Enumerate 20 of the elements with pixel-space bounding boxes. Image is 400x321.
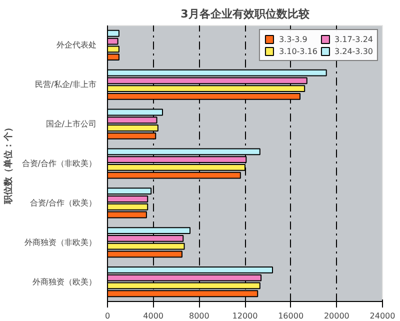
y-tick-label: 外商独资（欧美） <box>32 277 96 286</box>
y-axis-title: 职位数（单位：个） <box>2 123 14 205</box>
y-tick-label: 合资/合作（非欧美） <box>22 159 97 168</box>
legend-label: 3.24-3.30 <box>334 46 373 56</box>
y-tick-label: 外商独资（非欧美） <box>24 238 96 247</box>
y-tick-label: 合资/合作（欧美） <box>30 198 97 208</box>
x-tick-label: 12000 <box>232 312 258 320</box>
x-tick-label: 24000 <box>370 312 396 320</box>
y-tick-label: 外企代表处 <box>56 40 96 50</box>
legend-label: 3.3-3.9 <box>278 34 308 44</box>
x-tick-label: 20000 <box>324 312 350 320</box>
x-tick-label: 16000 <box>278 312 304 320</box>
chart-title: 3月各企业有效职位数比较 <box>180 8 310 20</box>
legend-label: 3.10-3.16 <box>278 46 318 56</box>
x-tick-label: 8000 <box>188 312 210 320</box>
legend-label: 3.17-3.24 <box>334 34 373 44</box>
y-tick-label: 民营/私企/非上市 <box>35 80 96 90</box>
y-tick-label: 国企/上市公司 <box>46 120 97 129</box>
x-tick-label: 4000 <box>143 312 164 320</box>
x-tick-label: 0 <box>104 312 110 320</box>
